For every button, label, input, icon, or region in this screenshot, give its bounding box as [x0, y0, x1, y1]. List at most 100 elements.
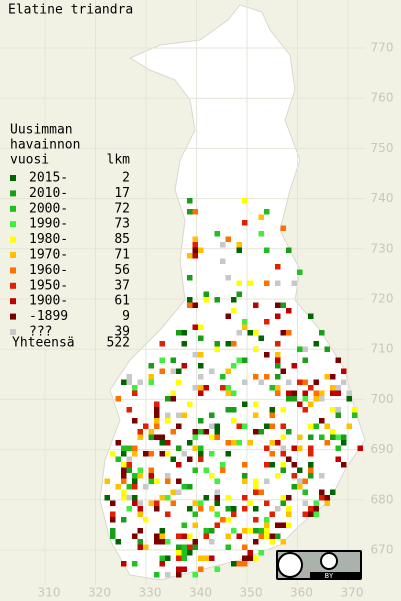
- observation: [181, 550, 187, 556]
- observation: [286, 522, 292, 528]
- observation: [181, 522, 187, 528]
- cc-icon: [277, 552, 303, 578]
- observation: [198, 385, 204, 391]
- observation: [275, 374, 281, 380]
- observation: [121, 462, 127, 468]
- observation: [297, 401, 303, 407]
- observation: [275, 341, 281, 347]
- observation: [192, 324, 198, 330]
- observation: [192, 302, 198, 308]
- legend-count: 61: [114, 294, 130, 309]
- observation: [319, 489, 325, 495]
- observation: [291, 363, 297, 369]
- observation: [253, 302, 259, 308]
- observation: [253, 517, 259, 523]
- observation: [192, 253, 198, 259]
- observation: [335, 390, 341, 396]
- observation: [231, 561, 237, 567]
- observation: [192, 522, 198, 528]
- observation: [302, 511, 308, 517]
- y-label: 740: [371, 191, 394, 205]
- observation: [159, 368, 165, 374]
- observation: [297, 484, 303, 490]
- observation: [209, 506, 215, 512]
- observation: [137, 467, 143, 473]
- observation: [181, 341, 187, 347]
- observation: [264, 319, 270, 325]
- observation: [324, 440, 330, 446]
- observation: [264, 423, 270, 429]
- observation: [253, 478, 259, 484]
- observation: [159, 440, 165, 446]
- observation: [159, 357, 165, 363]
- observation: [286, 456, 292, 462]
- observation: [148, 379, 154, 385]
- observation: [330, 390, 336, 396]
- observation: [176, 489, 182, 495]
- observation: [214, 522, 220, 528]
- observation: [286, 247, 292, 253]
- observation: [308, 511, 314, 517]
- observation: [143, 544, 149, 550]
- observation: [209, 473, 215, 479]
- y-label: 720: [371, 292, 394, 306]
- observation: [203, 495, 209, 501]
- legend-label: 1990-: [29, 217, 68, 232]
- observation: [154, 500, 160, 506]
- observation: [341, 462, 347, 468]
- observation: [330, 429, 336, 435]
- observation: [319, 434, 325, 440]
- observation: [192, 539, 198, 545]
- observation: [132, 473, 138, 479]
- observation: [198, 500, 204, 506]
- observation: [242, 495, 248, 501]
- observation: [291, 462, 297, 468]
- observation: [242, 544, 248, 550]
- observation: [165, 440, 171, 446]
- legend-label: 2000-: [29, 201, 68, 216]
- observation: [269, 412, 275, 418]
- observation: [121, 445, 127, 451]
- observation: [203, 467, 209, 473]
- observation: [192, 445, 198, 451]
- observation: [253, 539, 259, 545]
- observation: [280, 225, 286, 231]
- observation: [291, 396, 297, 402]
- observation: [242, 506, 248, 512]
- observation: [253, 555, 259, 561]
- observation: [335, 357, 341, 363]
- observation: [280, 330, 286, 336]
- observation: [258, 550, 264, 556]
- observation: [308, 462, 314, 468]
- observation: [242, 198, 248, 204]
- legend-label: 2010-: [29, 186, 68, 201]
- observation: [176, 478, 182, 484]
- observation: [148, 429, 154, 435]
- observation: [308, 423, 314, 429]
- observation: [269, 440, 275, 446]
- observation: [132, 533, 138, 539]
- legend-label: -1899: [29, 309, 68, 324]
- observation: [159, 451, 165, 457]
- observation: [148, 434, 154, 440]
- observation: [181, 484, 187, 490]
- observation: [126, 467, 132, 473]
- observation: [269, 533, 275, 539]
- observation: [225, 506, 231, 512]
- observation: [137, 379, 143, 385]
- observation: [181, 363, 187, 369]
- legend-count: 73: [114, 217, 130, 232]
- observation: [198, 390, 204, 396]
- observation: [198, 418, 204, 424]
- observation: [209, 368, 215, 374]
- observation: [192, 434, 198, 440]
- observation: [198, 451, 204, 457]
- y-label: 670: [371, 543, 394, 557]
- observation: [115, 440, 121, 446]
- observation: [335, 445, 341, 451]
- observation: [126, 407, 132, 413]
- observation: [242, 473, 248, 479]
- observation: [176, 566, 182, 572]
- observation: [231, 506, 237, 512]
- observation: [313, 390, 319, 396]
